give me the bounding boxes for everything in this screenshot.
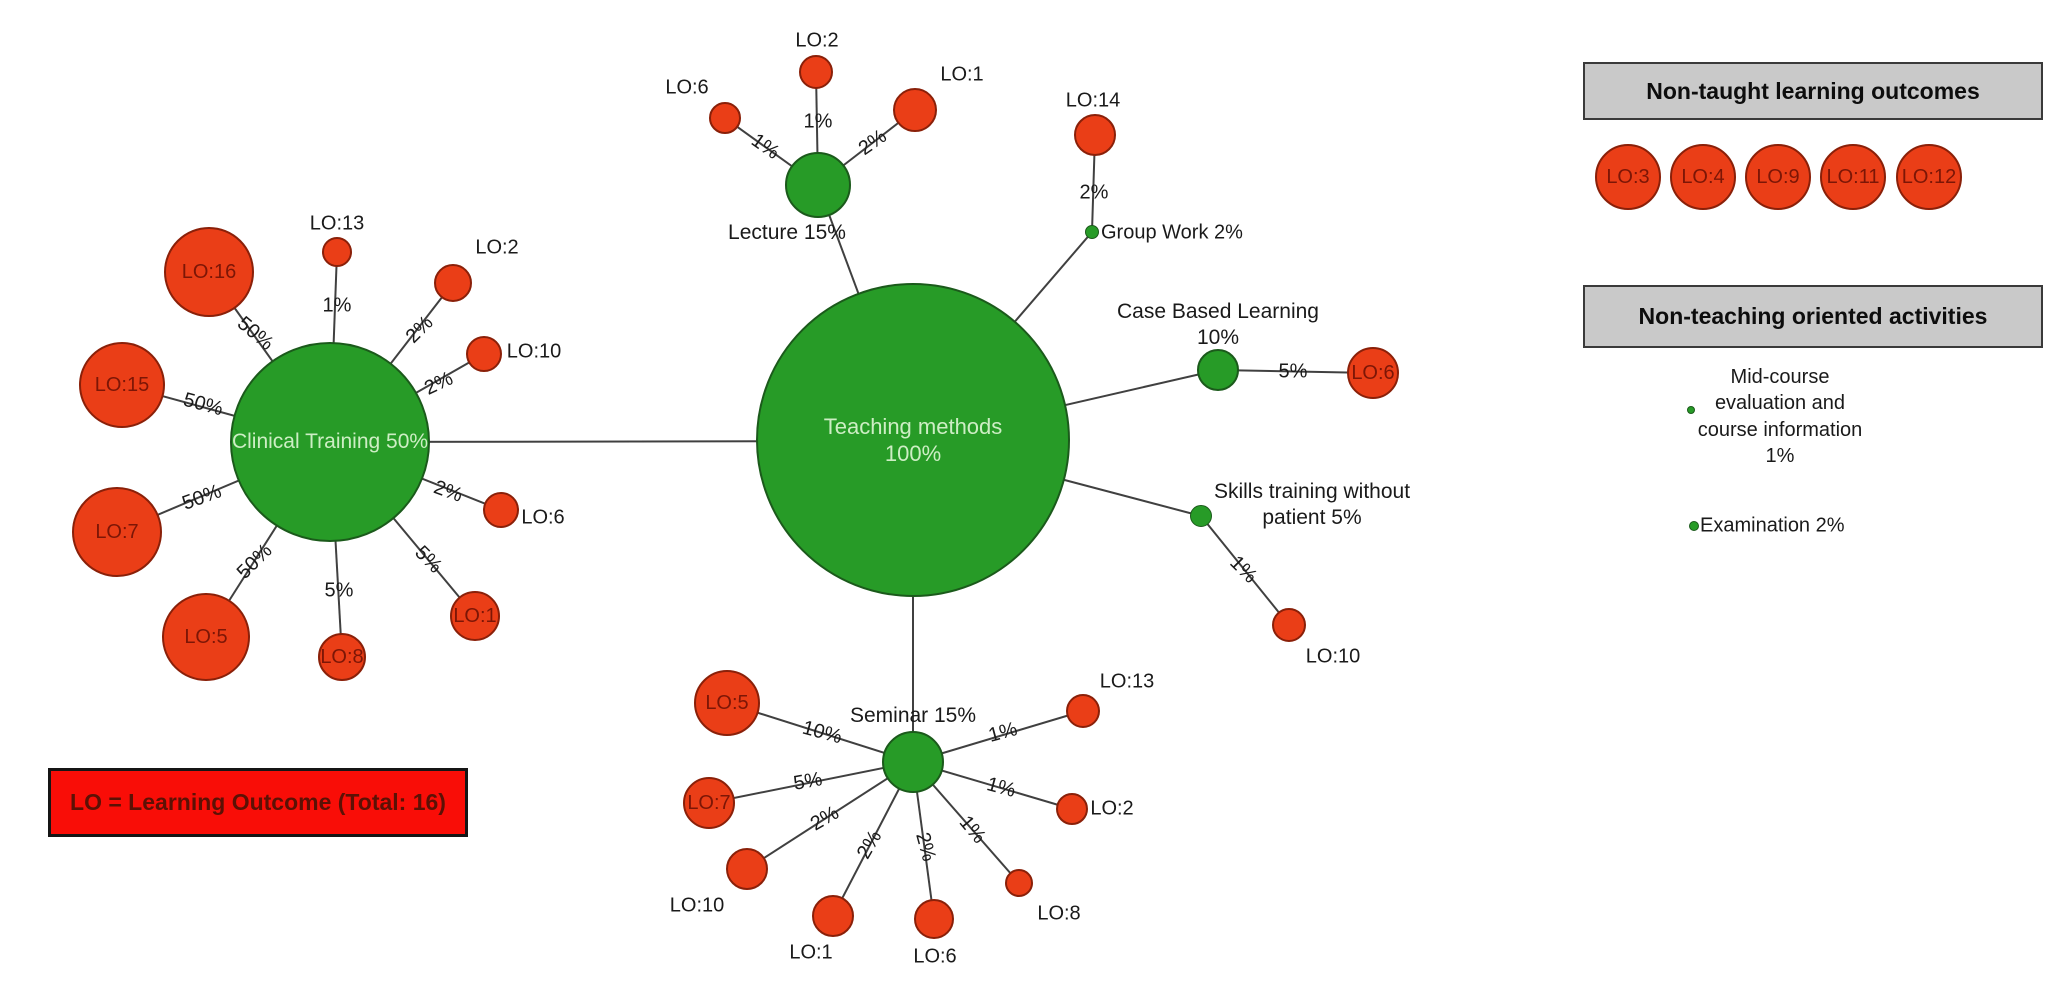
node-lecture-lo1 (893, 88, 937, 132)
node-case-based-learning (1197, 349, 1239, 391)
node-case-based-lo6: LO:6 (1347, 347, 1399, 399)
label-lecture-lo2: LO:2 (795, 29, 839, 52)
examination-label: Examination 2% (1700, 514, 1845, 537)
node-seminar-lo1 (812, 895, 854, 937)
node-non-taught-lo9: LO:9 (1745, 144, 1811, 210)
label-seminar-lo10: LO:10 (669, 894, 725, 917)
edge-label-clinical-lo13: 1% (322, 294, 352, 317)
label-seminar-lo6: LO:6 (913, 945, 957, 968)
clinical-training-label: Clinical Training 50% (231, 429, 429, 453)
node-teaching-methods: Teaching methods 100% (756, 283, 1070, 597)
midcourse-dot (1687, 406, 1695, 414)
node-seminar-lo6 (914, 899, 954, 939)
node-clinical-lo1: LO:1 (450, 591, 500, 641)
label-seminar-lo13: LO:13 (1099, 670, 1155, 693)
legend-box: LO = Learning Outcome (Total: 16) (48, 768, 468, 837)
node-lecture (785, 152, 851, 218)
case-based-label-line1: Case Based Learning (1117, 300, 1319, 323)
node-clinical-lo6 (483, 492, 519, 528)
node-clinical-lo13 (322, 237, 352, 267)
node-clinical-lo5: LO:5 (162, 593, 250, 681)
midcourse-label-line1: Mid-course (1730, 366, 1830, 388)
label-lecture-lo6: LO:6 (665, 76, 709, 99)
node-seminar-lo13 (1066, 694, 1100, 728)
label-skills-lo10: LO:10 (1305, 645, 1361, 668)
midcourse-label-line4: 1% (1765, 445, 1795, 468)
edge-label-case-based-lo6: 5% (1278, 360, 1308, 383)
node-skills-training (1190, 505, 1212, 527)
node-seminar-lo5: LO:5 (694, 670, 760, 736)
node-seminar-lo7: LO:7 (683, 777, 735, 829)
node-seminar-lo2 (1056, 793, 1088, 825)
label-seminar-lo1: LO:1 (789, 941, 833, 964)
label-clinical-lo6: LO:6 (521, 506, 565, 529)
edge-label-seminar-lo7: 5% (791, 768, 825, 795)
node-group-work-lo14 (1074, 114, 1116, 156)
midcourse-label-line3: course information (1697, 418, 1863, 441)
label-clinical-lo13: LO:13 (309, 212, 365, 235)
teaching-methods-label: Teaching methods 100% (824, 413, 1003, 468)
seminar-label: Seminar 15% (849, 704, 977, 727)
node-clinical-lo15: LO:15 (79, 342, 165, 428)
skills-label-line2: patient 5% (1262, 506, 1362, 529)
label-group-work-lo14: LO:14 (1065, 89, 1121, 112)
skills-label-line1: Skills training without (1213, 480, 1411, 503)
edge-label-group-work-lo14: 2% (1079, 181, 1109, 204)
lecture-label: Lecture 15% (728, 221, 846, 244)
label-seminar-lo2: LO:2 (1090, 797, 1134, 820)
node-clinical-lo2 (434, 264, 472, 302)
node-seminar (882, 731, 944, 793)
connector-line (708, 761, 914, 804)
node-clinical-training: Clinical Training 50% (230, 342, 430, 542)
midcourse-label: Mid-course evaluation and course informa… (1698, 364, 1863, 470)
examination-dot (1689, 521, 1699, 531)
edge-label-lecture-lo2: 1% (803, 110, 833, 133)
node-seminar-lo8 (1005, 869, 1033, 897)
node-non-taught-lo3: LO:3 (1595, 144, 1661, 210)
group-work-label: Group Work 2% (1101, 221, 1243, 244)
node-clinical-lo10 (466, 336, 502, 372)
node-clinical-lo16: LO:16 (164, 227, 254, 317)
node-lecture-lo2 (799, 55, 833, 89)
edge-label-clinical-lo8: 5% (324, 579, 354, 602)
connector-line (1200, 515, 1290, 626)
label-seminar-lo8: LO:8 (1037, 902, 1081, 925)
node-lecture-lo6 (709, 102, 741, 134)
node-clinical-lo8: LO:8 (318, 633, 366, 681)
connector-line (746, 761, 914, 870)
non-teaching-header: Non-teaching oriented activities (1583, 285, 2043, 348)
node-skills-lo10 (1272, 608, 1306, 642)
label-clinical-lo2: LO:2 (475, 236, 519, 259)
non-taught-header: Non-taught learning outcomes (1583, 62, 2043, 120)
case-based-label-line2: 10% (1196, 326, 1240, 349)
node-non-taught-lo12: LO:12 (1896, 144, 1962, 210)
node-clinical-lo7: LO:7 (72, 487, 162, 577)
label-clinical-lo10: LO:10 (506, 340, 562, 363)
label-lecture-lo1: LO:1 (940, 63, 984, 86)
node-seminar-lo10 (726, 848, 768, 890)
teaching-methods-label-line2: 100% (884, 441, 942, 466)
node-group-work (1085, 225, 1099, 239)
midcourse-label-line2: evaluation and (1714, 392, 1846, 415)
node-non-taught-lo4: LO:4 (1670, 144, 1736, 210)
node-non-taught-lo11: LO:11 (1820, 144, 1886, 210)
teaching-methods-label-line1: Teaching methods (823, 413, 1003, 439)
